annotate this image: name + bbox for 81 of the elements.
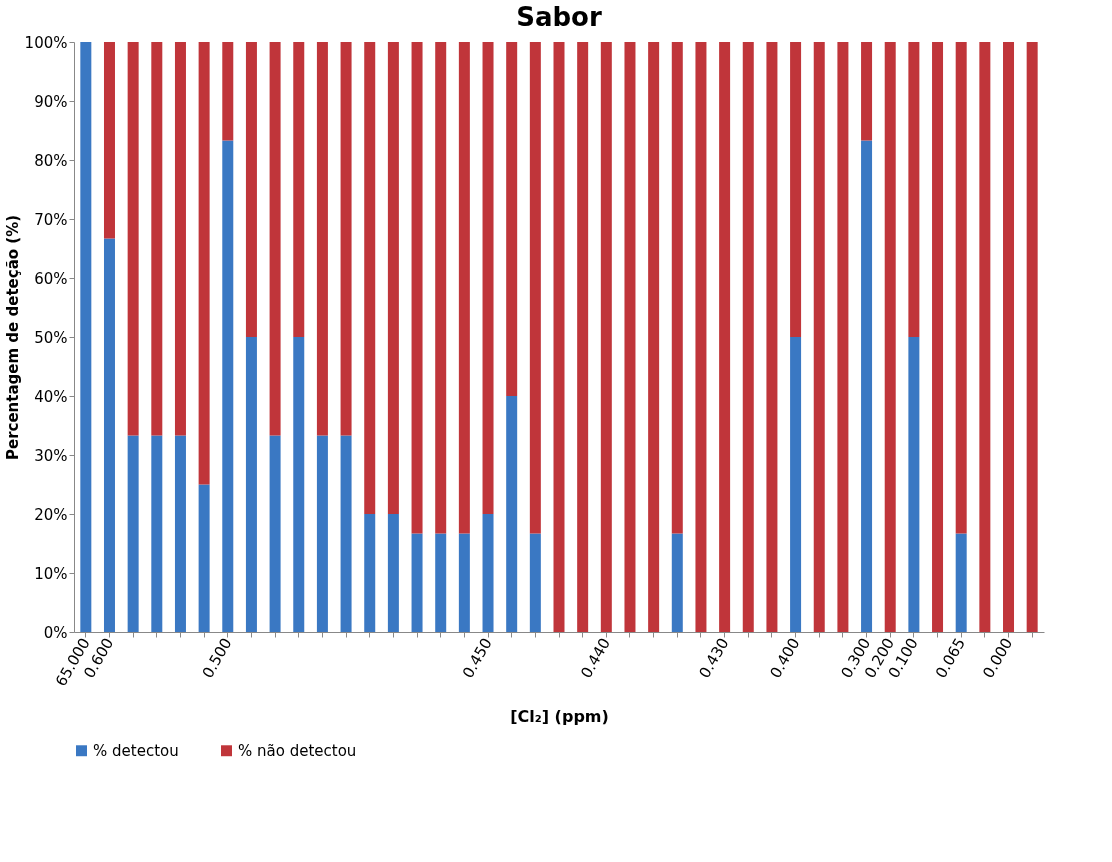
bar: [293, 337, 305, 632]
bar: [435, 533, 447, 632]
bar: [553, 42, 565, 632]
bar: [198, 42, 210, 485]
bar: [955, 533, 967, 632]
y-tick-label: 30%: [34, 446, 68, 465]
bar: [529, 42, 541, 534]
bar: [293, 42, 305, 337]
bar: [411, 533, 423, 632]
bar: [174, 42, 186, 436]
bar: [103, 238, 115, 632]
bar: [222, 140, 234, 632]
bar: [269, 435, 281, 632]
bar: [506, 396, 518, 632]
bar: [695, 42, 707, 632]
bar: [127, 42, 139, 436]
bar: [671, 533, 683, 632]
bar: [435, 42, 447, 534]
bar: [245, 42, 257, 337]
bar: [529, 533, 541, 632]
bar: [458, 42, 470, 534]
bar: [742, 42, 754, 632]
bar: [245, 337, 257, 632]
bar: [790, 42, 802, 337]
bar: [955, 42, 967, 534]
bar: [222, 42, 234, 141]
bar: [174, 435, 186, 632]
y-tick-label: 100%: [24, 33, 68, 52]
y-axis-title: Percentagem de deteção (%): [3, 214, 22, 461]
bar: [127, 435, 139, 632]
bar: [908, 337, 920, 632]
bar: [884, 42, 896, 632]
bar: [861, 42, 873, 141]
bar: [577, 42, 589, 632]
bar: [624, 42, 636, 632]
bar: [340, 435, 352, 632]
y-tick-label: 0%: [43, 623, 68, 642]
bar: [671, 42, 683, 534]
bar: [482, 514, 494, 632]
bar: [1003, 42, 1015, 632]
bar: [506, 42, 518, 396]
bar: [198, 484, 210, 632]
legend-label: % detectou: [93, 741, 179, 760]
bar: [790, 337, 802, 632]
y-tick-label: 90%: [34, 92, 68, 111]
bar: [648, 42, 660, 632]
bar: [340, 42, 352, 436]
chart-title: Sabor: [516, 2, 602, 32]
bar: [979, 42, 991, 632]
bar: [482, 42, 494, 514]
y-tick-label: 50%: [34, 328, 68, 347]
bar: [80, 42, 92, 632]
bar: [837, 42, 849, 632]
bar: [364, 514, 376, 632]
y-tick-label: 80%: [34, 151, 68, 170]
bar: [269, 42, 281, 436]
bar: [766, 42, 778, 632]
y-tick-label: 70%: [34, 210, 68, 229]
bar: [932, 42, 944, 632]
bar: [458, 533, 470, 632]
bar: [316, 42, 328, 436]
bar: [1026, 42, 1038, 632]
bar: [411, 42, 423, 534]
y-tick-label: 60%: [34, 269, 68, 288]
bar: [316, 435, 328, 632]
x-axis-title: [Cl₂] (ppm): [510, 706, 609, 726]
bar: [719, 42, 731, 632]
bar: [387, 514, 399, 632]
bar: [151, 435, 163, 632]
legend-label: % não detectou: [238, 741, 357, 760]
bar: [151, 42, 163, 436]
y-tick-label: 10%: [34, 564, 68, 583]
bar: [103, 42, 115, 239]
bar: [908, 42, 920, 337]
y-tick-label: 20%: [34, 505, 68, 524]
bar: [600, 42, 612, 632]
bar: [813, 42, 825, 632]
bar: [861, 140, 873, 632]
y-tick-label: 40%: [34, 387, 68, 406]
bar: [387, 42, 399, 514]
bar: [364, 42, 376, 514]
